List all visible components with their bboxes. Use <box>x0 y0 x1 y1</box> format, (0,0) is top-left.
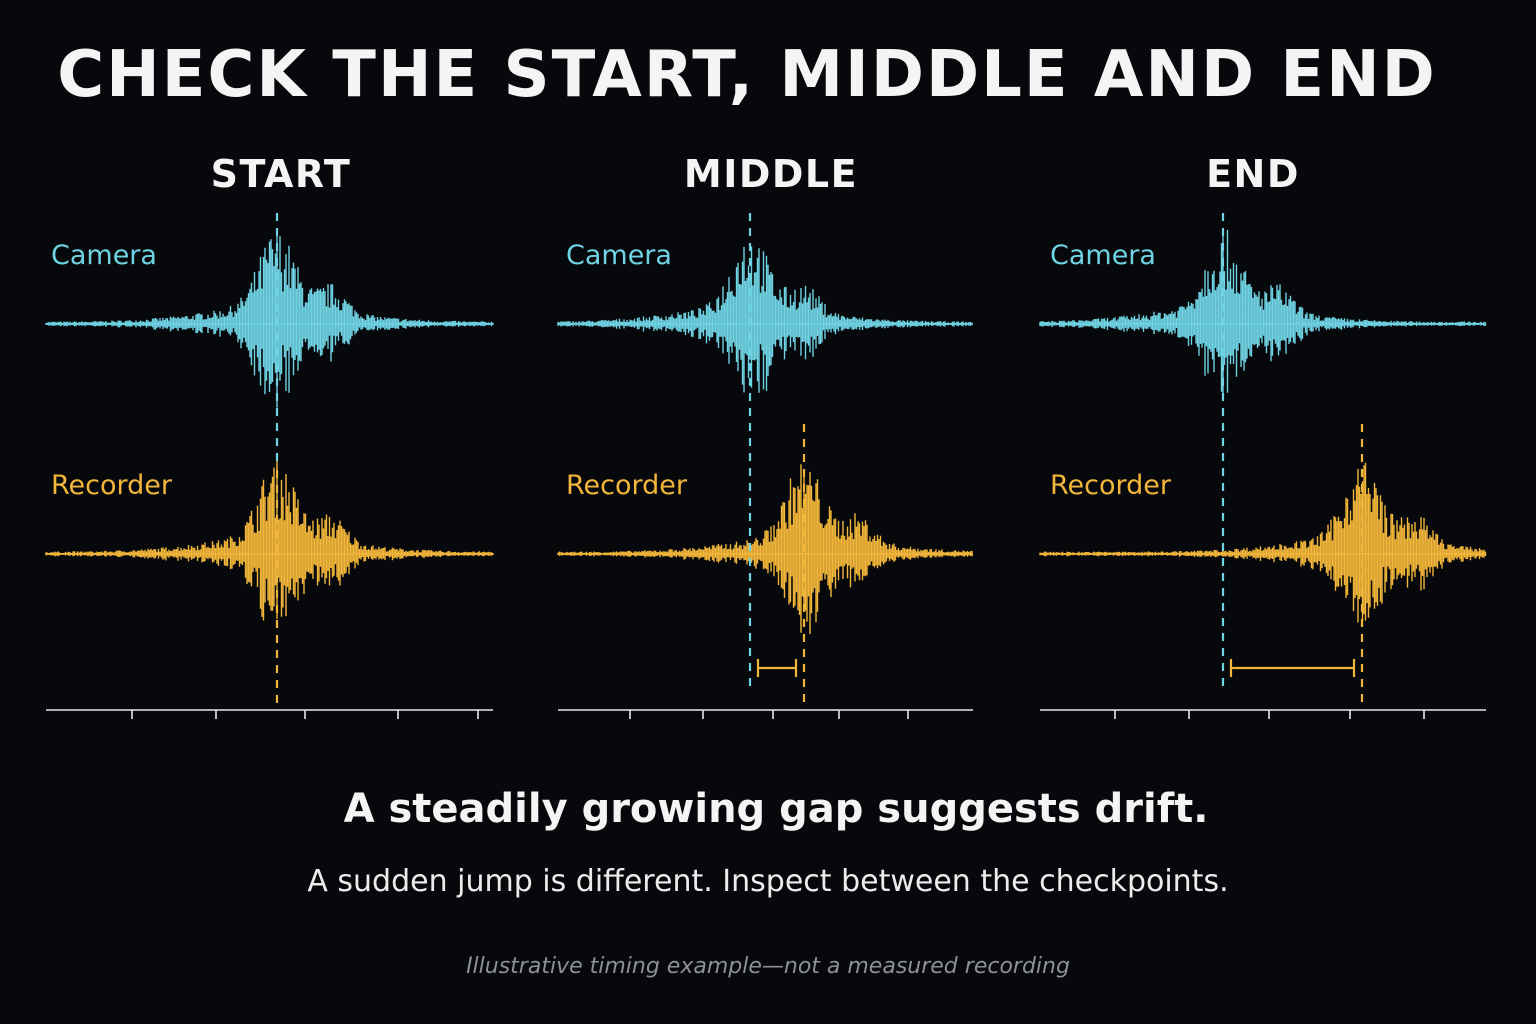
camera-label-start: Camera <box>51 240 157 271</box>
camera-label-end: Camera <box>1050 240 1156 271</box>
recorder-waveform-middle <box>557 464 973 634</box>
headline: A steadily growing gap suggests drift. <box>343 786 1209 832</box>
recorder-waveform-start <box>45 458 494 621</box>
panel-title-start: START <box>210 152 352 196</box>
camera-waveform-end <box>1039 229 1487 397</box>
panel-title-middle: MIDDLE <box>683 152 859 196</box>
recorder-label-start: Recorder <box>51 470 172 501</box>
recorder-waveform-end <box>1039 462 1487 623</box>
recorder-label-middle: Recorder <box>566 470 687 501</box>
panel-title-end: END <box>1206 152 1300 196</box>
footnote: Illustrative timing example—not a measur… <box>466 954 1070 979</box>
recorder-label-end: Recorder <box>1050 470 1171 501</box>
camera-label-middle: Camera <box>566 240 672 271</box>
camera-waveform-middle <box>557 246 973 393</box>
subtext: A sudden jump is different. Inspect betw… <box>307 864 1229 899</box>
page-title: CHECK THE START, MIDDLE AND END <box>57 38 1437 112</box>
camera-waveform-start <box>45 233 494 408</box>
